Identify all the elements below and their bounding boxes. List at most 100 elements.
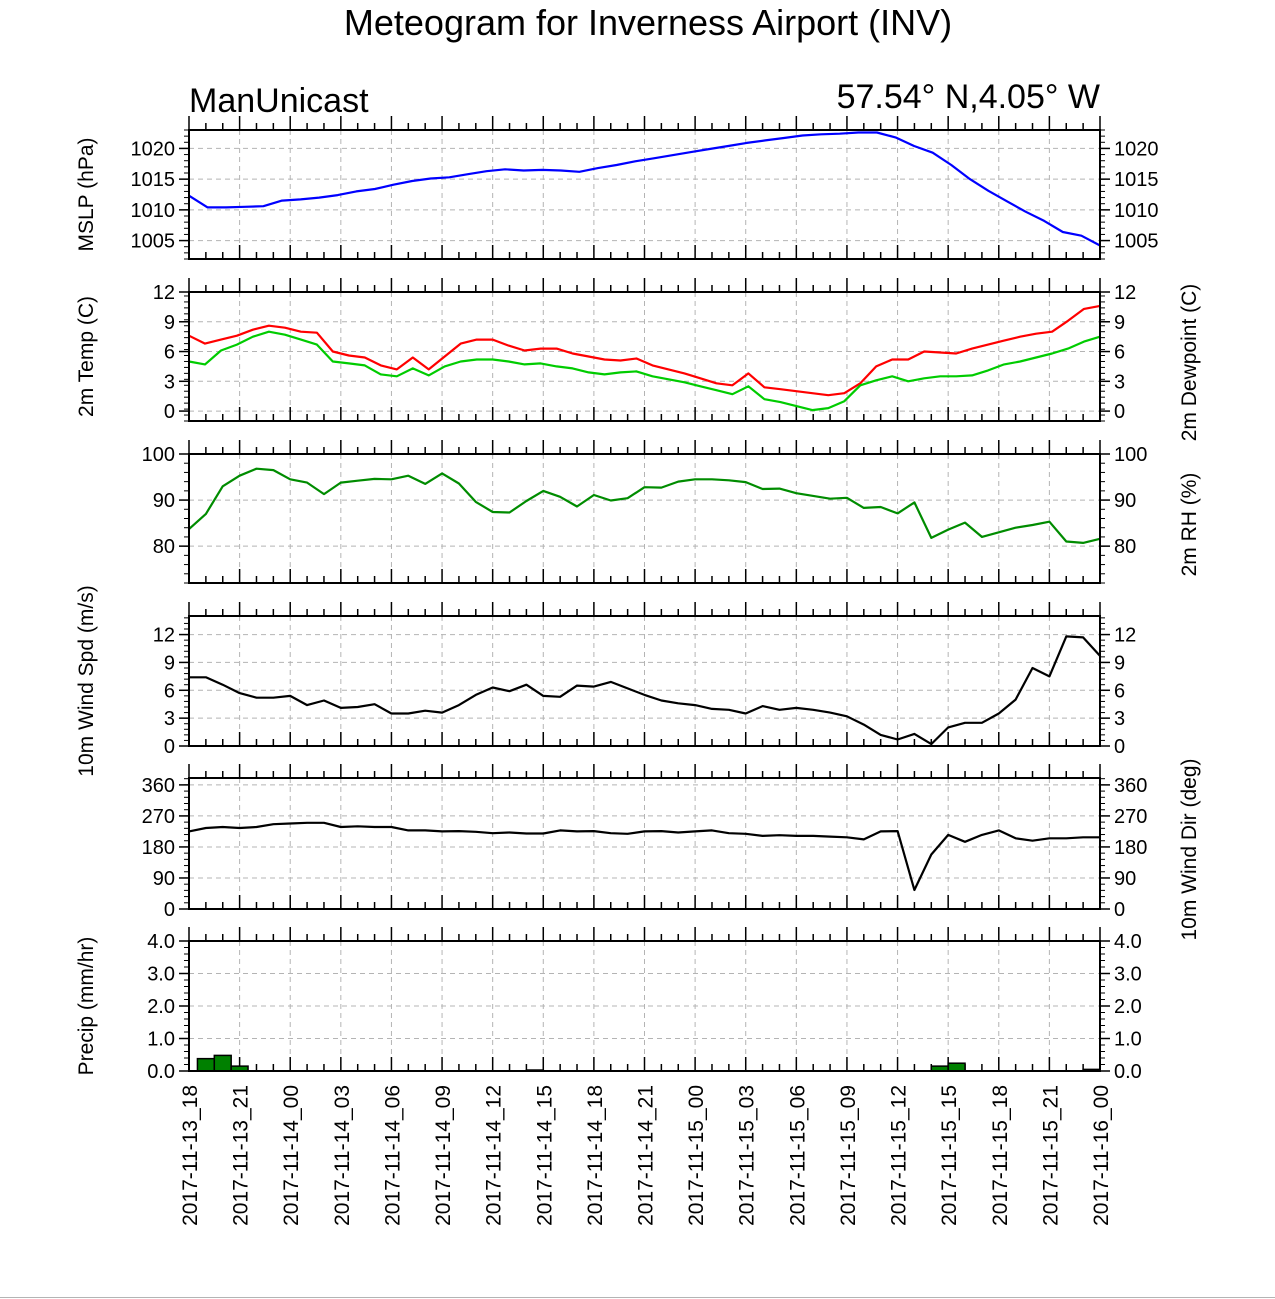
y-axis-label-right: 2m RH (%) [1178, 473, 1201, 577]
y-tick-label-left: 270 [142, 806, 175, 828]
series-line-wspd-0 [189, 635, 1101, 746]
y-tick-label-right: 0 [1114, 899, 1125, 921]
panel-temp: 0 0 3 3 6 6 9 9 12 12 2m Temp (C) 2m Dewpoint (C) [75, 278, 1201, 441]
x-tick-label: 2017-11-14_18 [584, 1085, 607, 1226]
y-axis-label-left: 2m Temp (C) [75, 296, 98, 417]
y-tick-label-right: 6 [1114, 680, 1125, 702]
y-tick-label-left: 2.0 [147, 996, 175, 1018]
y-tick-label-left: 0 [164, 736, 175, 758]
y-tick-label-left: 100 [142, 444, 175, 466]
x-tick-label: 2017-11-13_21 [230, 1085, 253, 1226]
y-tick-label-left: 1015 [131, 169, 176, 191]
y-axis-label-left: MSLP (hPa) [75, 138, 98, 252]
y-tick-label-left: 180 [142, 837, 175, 859]
y-tick-label-right: 100 [1114, 444, 1147, 466]
y-tick-label-right: 90 [1114, 490, 1136, 512]
location-label: 57.54° N,4.05° W [837, 78, 1100, 116]
y-tick-label-left: 90 [153, 868, 175, 890]
y-tick-label-left: 1.0 [147, 1029, 175, 1051]
y-tick-label-right: 1.0 [1114, 1029, 1142, 1051]
panel-frame [188, 453, 1101, 584]
y-tick-label-right: 80 [1114, 536, 1136, 558]
y-tick-label-right: 9 [1114, 652, 1125, 674]
model-label: ManUnicast [189, 82, 369, 120]
x-tick-label: 2017-11-15_03 [736, 1085, 759, 1226]
y-tick-label-left: 3 [164, 371, 175, 393]
precip-bar [213, 1054, 232, 1072]
x-tick-label: 2017-11-14_12 [483, 1085, 506, 1226]
x-tick-label: 2017-11-14_03 [331, 1085, 354, 1226]
y-tick-label-right: 2.0 [1114, 996, 1142, 1018]
x-tick-label: 2017-11-15_09 [837, 1085, 860, 1226]
y-axis-label-right: 2m Dewpoint (C) [1178, 284, 1201, 442]
y-tick-label-left: 0 [164, 401, 175, 423]
x-tick-label: 2017-11-14_00 [280, 1085, 303, 1226]
y-tick-label-right: 12 [1114, 282, 1136, 304]
y-tick-label-right: 9 [1114, 312, 1125, 334]
panel-precip: 0.0 0.0 1.0 1.0 2.0 2.0 3.0 3.0 4.0 4.0 Precip (mm… [75, 927, 1142, 1083]
y-tick-label-left: 90 [153, 490, 175, 512]
y-tick-label-right: 3.0 [1114, 964, 1142, 986]
y-tick-label-right: 0.0 [1114, 1061, 1142, 1083]
panels-group: 1005 1005 1010 1010 1015 1015 1020 1020 MSLP (hP… [75, 116, 1201, 1083]
x-tick-label: 2017-11-15_00 [685, 1085, 708, 1226]
y-tick-label-left: 3.0 [147, 964, 175, 986]
precip-bar [196, 1057, 216, 1072]
series-line-mslp-0 [188, 131, 1101, 247]
y-axis-label-left: Precip (mm/hr) [75, 937, 98, 1076]
x-axis-labels: 2017-11-13_18 2017-11-13_21 2017-11-14_00 2… [179, 1085, 1113, 1226]
y-tick-label-left: 80 [153, 536, 175, 558]
x-tick-label: 2017-11-15_15 [938, 1085, 961, 1226]
y-tick-label-left: 6 [164, 680, 175, 702]
x-tick-label: 2017-11-15_12 [888, 1085, 911, 1226]
y-tick-label-left: 0 [164, 899, 175, 921]
y-tick-label-right: 1005 [1114, 231, 1159, 253]
y-tick-label-left: 6 [164, 342, 175, 364]
panel-wdir: 0 0 90 90 180 180 270 270 360 360 10m Wind Dir (de… [142, 758, 1201, 940]
x-tick-label: 2017-11-15_18 [989, 1085, 1012, 1226]
y-tick-label-right: 360 [1114, 775, 1147, 797]
y-tick-label-left: 0.0 [147, 1061, 175, 1083]
y-tick-label-left: 9 [164, 652, 175, 674]
series-line-wdir-0 [188, 821, 1100, 892]
y-tick-label-right: 1020 [1114, 138, 1159, 160]
y-tick-label-left: 9 [164, 312, 175, 334]
y-tick-label-right: 180 [1114, 837, 1147, 859]
y-tick-label-right: 3 [1114, 708, 1125, 730]
x-tick-label: 2017-11-14_09 [432, 1085, 455, 1226]
x-tick-label: 2017-11-13_18 [179, 1085, 202, 1226]
panel-frame [188, 615, 1101, 747]
y-tick-label-left: 3 [164, 708, 175, 730]
series-line-temp-0 [188, 304, 1101, 397]
y-tick-label-right: 1015 [1114, 169, 1159, 191]
x-tick-label: 2017-11-14_06 [381, 1085, 404, 1226]
bottom-rule [0, 1297, 1275, 1298]
y-tick-label-left: 1010 [131, 200, 176, 222]
panel-wspd: 0 0 3 3 6 6 9 9 12 12 10m Wind Spd (m/s) [75, 585, 1136, 776]
y-tick-label-left: 12 [153, 282, 175, 304]
panel-frame [188, 291, 1101, 422]
y-tick-label-right: 4.0 [1114, 931, 1142, 953]
y-tick-label-right: 90 [1114, 868, 1136, 890]
y-tick-label-right: 0 [1114, 401, 1125, 423]
x-tick-label: 2017-11-14_15 [533, 1085, 556, 1226]
y-tick-label-right: 1010 [1114, 200, 1159, 222]
series-line-rh-0 [188, 467, 1101, 545]
x-tick-label: 2017-11-14_21 [635, 1085, 658, 1226]
panel-frame [188, 777, 1101, 910]
y-tick-label-left: 12 [153, 625, 175, 647]
panel-mslp: 1005 1005 1010 1010 1015 1015 1020 1020 MSLP (hP… [75, 116, 1159, 260]
precip-bar [947, 1062, 966, 1072]
y-tick-label-left: 360 [142, 775, 175, 797]
series-line-temp-1 [188, 330, 1101, 412]
y-tick-label-right: 270 [1114, 806, 1147, 828]
y-tick-label-right: 6 [1114, 342, 1125, 364]
y-tick-label-right: 3 [1114, 371, 1125, 393]
x-tick-label: 2017-11-15_06 [786, 1085, 809, 1226]
y-tick-label-right: 12 [1114, 625, 1136, 647]
x-tick-label: 2017-11-15_21 [1039, 1085, 1062, 1226]
y-axis-label-right: 10m Wind Dir (deg) [1178, 758, 1201, 940]
panel-frame [188, 940, 1101, 1072]
panel-rh: 80 80 90 90 100 100 2m RH (%) [142, 440, 1201, 584]
